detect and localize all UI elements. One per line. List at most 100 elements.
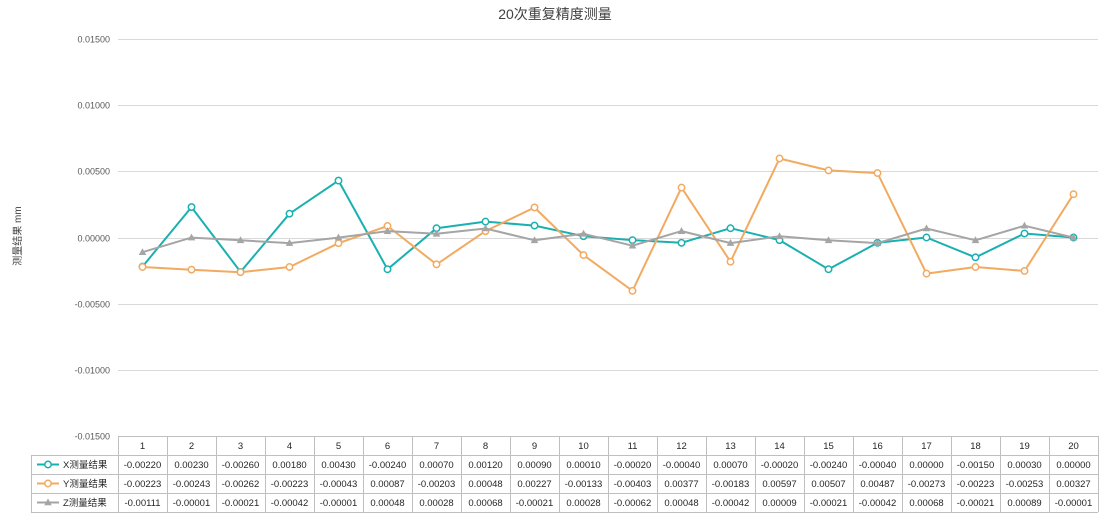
y-tick-label: 0.00000: [77, 234, 110, 244]
x-category-label: 10: [578, 441, 589, 452]
data-value-label: 0.00068: [468, 498, 502, 509]
data-point: [334, 239, 343, 248]
data-value-label: 0.00048: [664, 498, 698, 509]
data-value-label: 0.00070: [419, 460, 453, 471]
data-value-label: -0.00111: [124, 498, 160, 509]
data-point: [677, 227, 686, 234]
data-point: [1020, 267, 1029, 275]
data-value-label: -0.00243: [173, 479, 211, 490]
x-category-label: 12: [676, 441, 687, 452]
data-point: [726, 257, 735, 266]
data-value-label: -0.00403: [614, 479, 652, 490]
series-line-2: [142, 157, 1075, 292]
data-value-label: -0.00042: [712, 498, 750, 509]
data-value-label: -0.00001: [173, 498, 211, 509]
data-point: [285, 209, 294, 218]
data-point: [922, 269, 931, 278]
legend-label: X测量结果: [63, 459, 108, 471]
data-point: [187, 233, 196, 241]
data-point: [481, 224, 490, 232]
data-point: [775, 232, 784, 240]
x-category-label: 15: [823, 441, 834, 452]
x-category-label: 20: [1068, 441, 1079, 452]
x-category-label: 18: [970, 441, 981, 452]
data-point: [285, 263, 294, 271]
data-value-label: 0.00009: [762, 498, 796, 509]
data-point: [726, 224, 735, 233]
data-value-label: -0.00020: [761, 460, 799, 471]
data-point: [922, 233, 931, 242]
data-point: [971, 236, 980, 244]
data-point: [873, 239, 882, 246]
x-category-label: 1: [140, 441, 145, 452]
chart-title: 20次重复精度测量: [498, 6, 612, 22]
series-line-3: [142, 224, 1074, 254]
data-point: [824, 166, 833, 175]
x-category-label: 14: [774, 441, 785, 452]
x-category-label: 6: [385, 441, 390, 452]
y-tick-label: -0.00500: [74, 300, 110, 310]
data-value-label: 0.00230: [174, 460, 208, 471]
y-tick-label: 0.01500: [77, 35, 110, 45]
data-value-label: 0.00087: [370, 479, 404, 490]
x-category-label: 11: [628, 441, 638, 452]
data-point: [187, 265, 196, 274]
data-value-label: 0.00120: [468, 460, 502, 471]
x-category-label: 16: [872, 441, 883, 452]
data-point: [824, 265, 833, 274]
data-point: [187, 203, 196, 212]
data-point: [628, 286, 637, 295]
legend-label: Z测量结果: [63, 497, 107, 509]
data-value-label: -0.00001: [320, 498, 358, 509]
y-axis-title: 测量结果 mm: [11, 206, 24, 265]
data-value-label: 0.00377: [664, 479, 698, 490]
data-value-label: 0.00089: [1007, 498, 1041, 509]
legend-label: Y测量结果: [63, 478, 108, 490]
data-value-label: -0.00240: [369, 460, 407, 471]
data-value-label: -0.00203: [418, 479, 456, 490]
x-category-label: 2: [189, 441, 194, 452]
data-value-label: -0.00021: [810, 498, 848, 509]
data-value-label: 0.00048: [370, 498, 404, 509]
data-value-label: 0.00597: [762, 479, 796, 490]
legend-key-marker: [44, 498, 52, 506]
data-value-label: -0.00223: [271, 479, 309, 490]
data-point: [628, 241, 637, 249]
y-tick-label: 0.01000: [77, 101, 110, 111]
data-point: [971, 263, 980, 271]
data-point: [334, 176, 343, 185]
data-point: [1069, 190, 1078, 199]
gridlines: [118, 39, 1098, 371]
x-category-label: 7: [434, 441, 439, 452]
data-point: [138, 248, 147, 255]
data-value-label: 0.00000: [909, 460, 943, 471]
data-value-label: -0.00260: [222, 460, 260, 471]
data-value-label: -0.00021: [222, 498, 260, 509]
x-category-label: 17: [921, 441, 932, 452]
data-point: [579, 251, 588, 260]
data-point: [1020, 221, 1029, 229]
x-category-label: 9: [532, 441, 537, 452]
series-lines: [138, 154, 1078, 295]
data-value-label: 0.00507: [811, 479, 845, 490]
data-value-label: 0.00070: [713, 460, 747, 471]
data-point: [383, 227, 392, 234]
data-point: [432, 260, 441, 269]
data-point: [285, 239, 294, 246]
data-point: [677, 238, 686, 247]
data-value-label: 0.00090: [517, 460, 551, 471]
data-point: [1069, 233, 1078, 241]
x-category-label: 5: [336, 441, 341, 452]
data-value-label: 0.00028: [419, 498, 453, 509]
data-point: [873, 169, 882, 178]
data-value-label: 0.00030: [1007, 460, 1041, 471]
y-tick-label: -0.01000: [74, 366, 110, 376]
data-value-label: -0.00020: [614, 460, 652, 471]
data-value-label: 0.00010: [566, 460, 600, 471]
data-value-label: -0.00040: [859, 460, 897, 471]
data-value-label: 0.00227: [517, 479, 551, 490]
data-point: [383, 265, 392, 274]
data-value-label: 0.00327: [1056, 479, 1090, 490]
data-point: [432, 229, 441, 237]
data-value-label: -0.00150: [957, 460, 995, 471]
